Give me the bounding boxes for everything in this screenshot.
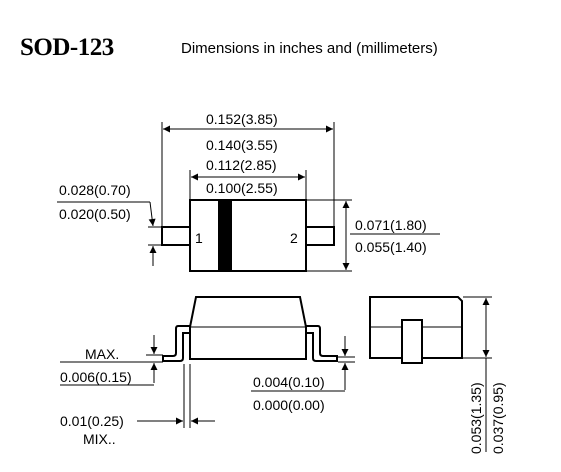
body-width-max: 0.071(1.80) <box>355 217 427 233</box>
overall-length-max: 0.152(3.85) <box>206 111 278 127</box>
pin-2-label: 2 <box>290 230 298 246</box>
lead-width-max: 0.028(0.70) <box>59 182 131 198</box>
standoff-min: 0.000(0.00) <box>253 397 325 413</box>
body-length-min: 0.100(2.55) <box>206 180 278 196</box>
body-length-max: 0.112(2.85) <box>206 157 277 173</box>
cathode-band <box>218 200 232 271</box>
max-label: MAX. <box>85 346 119 362</box>
standoff-max: 0.004(0.10) <box>253 374 325 390</box>
lead-right <box>305 226 335 246</box>
arrow-lead-width-top <box>148 201 156 227</box>
lead-length: 0.01(0.25) <box>60 413 124 429</box>
end-lead <box>401 319 423 364</box>
height-max: 0.053(1.35) <box>468 382 484 454</box>
pin-1-label: 1 <box>195 230 203 246</box>
package-title: SOD-123 <box>20 34 114 61</box>
end-view: 0.053(1.35) 0.037(0.95) <box>369 296 506 454</box>
package-body-top <box>189 199 307 272</box>
package-body-side <box>189 296 307 360</box>
height-min: 0.037(0.95) <box>490 382 506 454</box>
overall-length-min: 0.140(3.55) <box>206 137 278 153</box>
side-lead-right <box>300 325 338 362</box>
lead-thickness: 0.006(0.15) <box>60 369 132 385</box>
side-lead-left <box>162 325 196 362</box>
lead-left <box>161 226 191 246</box>
min-label: MIX.. <box>83 431 116 447</box>
body-width-min: 0.055(1.40) <box>355 239 427 255</box>
lead-width-min: 0.020(0.50) <box>59 206 131 222</box>
side-view: MAX. 0.006(0.15) 0.004(0.10) 0.000(0.00)… <box>60 296 355 447</box>
dimensions-subtitle: Dimensions in inches and (millimeters) <box>181 40 438 57</box>
top-view: 1 2 0.152(3.85) 0.140(3.55) 0.112(2.85) … <box>57 111 440 272</box>
